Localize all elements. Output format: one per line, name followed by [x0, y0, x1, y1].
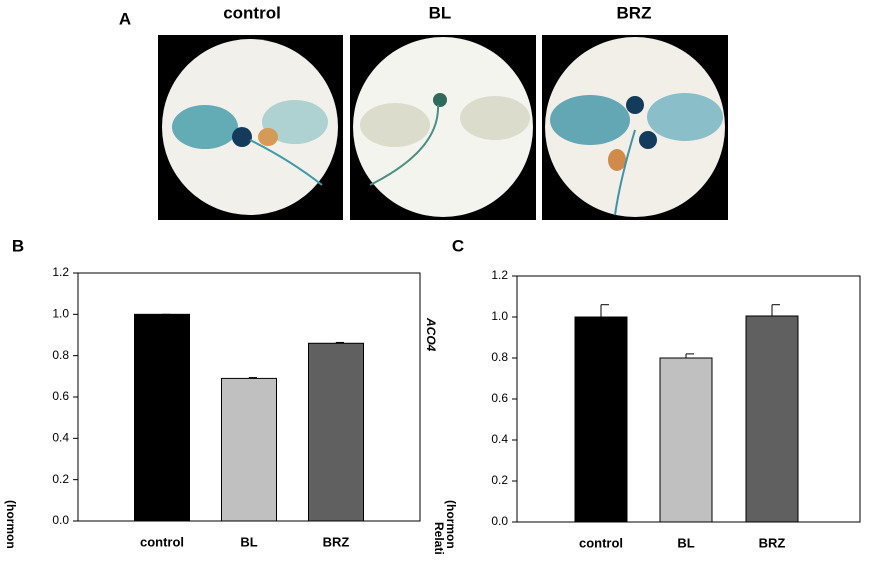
x-tick-label: BL: [677, 535, 694, 550]
y-tick-label: 0.6: [52, 389, 69, 403]
bar: [134, 313, 190, 522]
y-tick-label: 1.2: [491, 268, 508, 282]
y-tick-label: 0.8: [52, 348, 69, 362]
x-tick-label: BRZ: [759, 535, 786, 550]
bar: [221, 377, 277, 522]
y-tick-label: 0.0: [52, 513, 69, 527]
y-tick-label: 0.4: [491, 432, 508, 446]
y-tick-label: 0.6: [491, 391, 508, 405]
y-tick-label: 0.4: [52, 431, 69, 445]
photo-caption: control: [223, 3, 281, 22]
bar: [659, 357, 713, 523]
panel-label: B: [12, 236, 24, 255]
y-tick-label: 0.2: [52, 472, 69, 486]
photo: [158, 35, 343, 220]
photo: [542, 35, 728, 220]
x-tick-label: control: [140, 534, 184, 549]
y-tick-label: 0.0: [491, 514, 508, 528]
y-axis-label: Relati: [432, 522, 446, 555]
x-tick-label: BL: [240, 534, 257, 549]
y-tick-label: 1.0: [491, 309, 508, 323]
x-tick-label: control: [579, 535, 623, 550]
y-axis-label: (hormon: [444, 500, 458, 549]
photo-caption: BL: [429, 3, 452, 22]
bar: [574, 316, 628, 523]
x-tick-label: BRZ: [323, 534, 350, 549]
photo-caption: BRZ: [617, 3, 652, 22]
y-axis-label: (hormon: [4, 500, 18, 549]
bar: [308, 342, 364, 522]
bar: [745, 315, 799, 523]
photo: [350, 35, 536, 220]
y-tick-label: 0.8: [491, 350, 508, 364]
panel-label: C: [452, 236, 464, 255]
y-tick-label: 1.0: [52, 307, 69, 321]
panel-label: A: [119, 9, 131, 28]
y-tick-label: 0.2: [491, 473, 508, 487]
y-axis-label: ACO4: [424, 317, 438, 352]
y-tick-label: 1.2: [52, 265, 69, 279]
